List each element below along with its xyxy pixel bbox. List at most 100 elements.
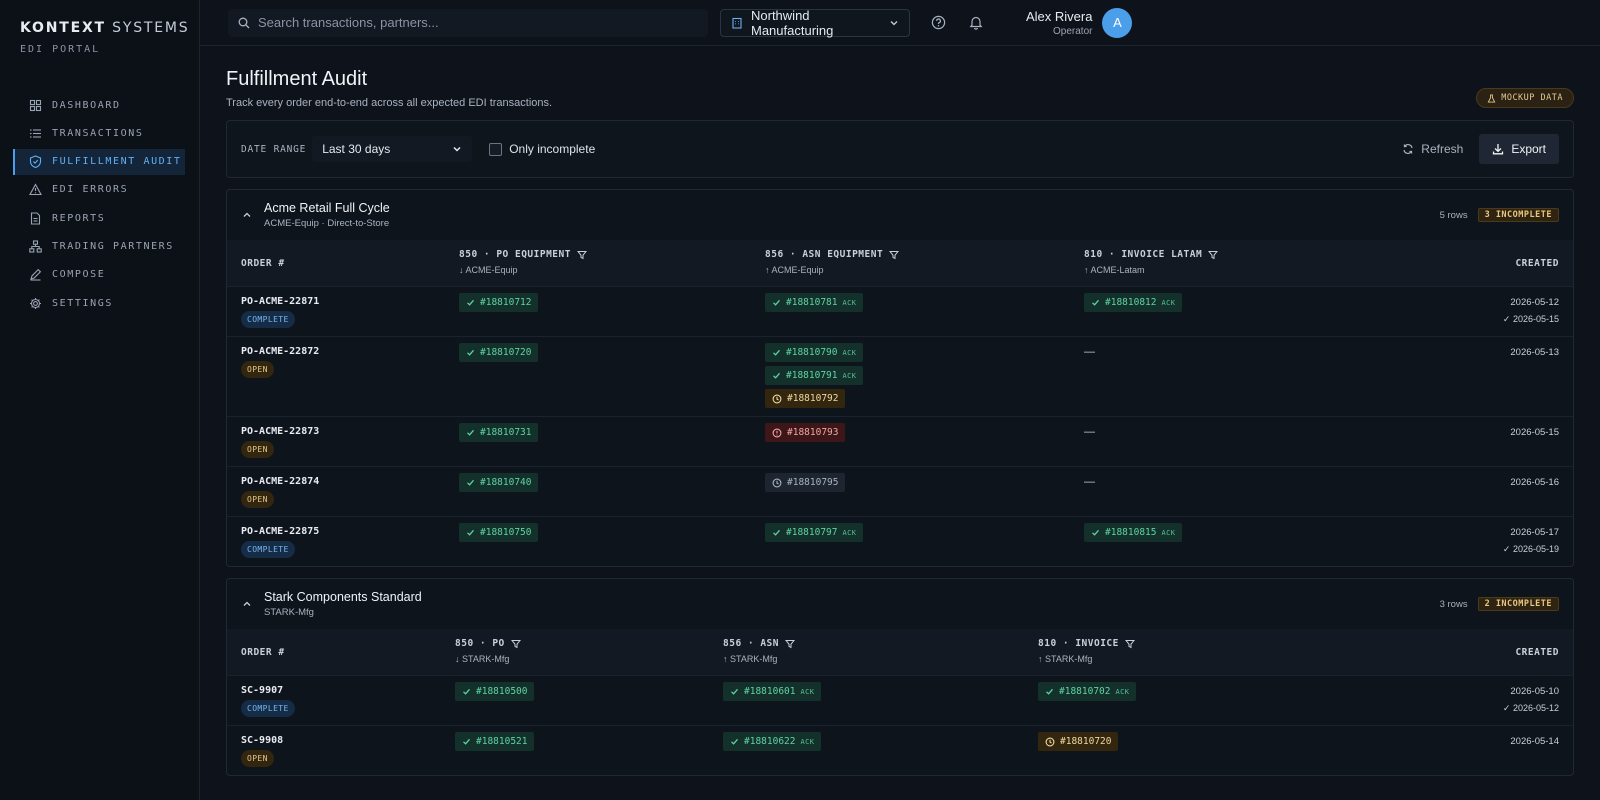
check-icon — [467, 299, 474, 306]
transaction-chip[interactable]: #18810793 — [765, 423, 846, 442]
sidebar-item-settings[interactable]: SETTINGS — [13, 290, 185, 316]
transaction-chip[interactable]: #18810712 — [459, 293, 539, 312]
order-number[interactable]: PO-ACME-22874 — [241, 476, 320, 487]
order-number[interactable]: PO-ACME-22872 — [241, 346, 320, 357]
created-column-header: CREATED — [1515, 647, 1559, 658]
table-row[interactable]: PO-ACME-22871 COMPLETE #18810712 #18810781 A… — [227, 286, 1573, 336]
transaction-chip[interactable]: #18810791 ACK — [765, 366, 864, 385]
filter-icon[interactable] — [1124, 639, 1135, 649]
shield-check-icon — [29, 155, 42, 169]
check-icon — [773, 299, 780, 306]
group-header[interactable]: Stark Components Standard STARK-Mfg 3 rows… — [227, 579, 1573, 629]
ack-label: ACK — [842, 371, 857, 380]
refresh-button[interactable]: Refresh — [1402, 142, 1463, 156]
transaction-chip[interactable]: #18810815 ACK — [1084, 523, 1183, 542]
sidebar-item-fulfillment-audit[interactable]: FULFILLMENT AUDIT — [13, 148, 185, 175]
sidebar-item-transactions[interactable]: TRANSACTIONS — [13, 120, 185, 146]
audit-groups: Acme Retail Full Cycle ACME-Equip · Direc… — [226, 189, 1574, 776]
sidebar-item-compose[interactable]: COMPOSE — [13, 262, 185, 288]
filter-icon[interactable] — [1208, 250, 1219, 260]
transaction-chip[interactable]: #18810781 ACK — [765, 293, 864, 312]
check-icon — [731, 688, 738, 695]
date-range-select[interactable]: Last 30 days — [312, 136, 473, 162]
transaction-id: #18810521 — [476, 736, 528, 747]
transaction-chip[interactable]: #18810500 — [455, 682, 535, 701]
column-title: 856 · ASN — [723, 638, 779, 649]
sidebar-item-label: FULFILLMENT AUDIT — [52, 156, 182, 168]
transaction-column-header: 810 · INVOICE ↑ STARK-Mfg — [1038, 638, 1135, 664]
only-incomplete-checkbox[interactable] — [489, 142, 503, 156]
completed-date: ✓ 2026-05-15 — [1502, 314, 1559, 324]
transaction-chip[interactable]: #18810797 ACK — [765, 523, 864, 542]
order-number[interactable]: PO-ACME-22871 — [241, 296, 320, 307]
table-row[interactable]: SC-9907 COMPLETE #18810500 #18810601 ACK #188… — [227, 675, 1573, 725]
filter-icon[interactable] — [889, 250, 900, 260]
filter-icon[interactable] — [510, 639, 521, 649]
column-partner: ↑ STARK-Mfg — [1038, 654, 1093, 664]
chevron-up-icon[interactable] — [241, 209, 253, 221]
file-icon — [29, 212, 42, 225]
transaction-column-header: 850 · PO EQUIPMENT ↓ ACME-Equip — [459, 249, 587, 275]
chevron-up-icon[interactable] — [241, 598, 253, 610]
filter-icon[interactable] — [576, 250, 587, 260]
transaction-chip[interactable]: #18810720 — [1038, 732, 1119, 751]
order-number[interactable]: SC-9907 — [241, 685, 284, 696]
transaction-id: #18810795 — [787, 477, 839, 488]
export-button[interactable]: Export — [1479, 134, 1559, 164]
row-count: 5 rows — [1439, 209, 1468, 221]
transaction-chip[interactable]: #18810601 ACK — [723, 682, 822, 701]
transaction-chip[interactable]: #18810720 — [459, 343, 539, 362]
sidebar-item-dashboard[interactable]: DASHBOARD — [13, 92, 185, 118]
order-cell: SC-9908 OPEN — [241, 735, 283, 767]
table-row[interactable]: PO-ACME-22872 OPEN #18810720 #18810790 ACK #1… — [227, 336, 1573, 416]
transaction-chip[interactable]: #18810750 — [459, 523, 539, 542]
order-number[interactable]: PO-ACME-22875 — [241, 526, 320, 537]
check-icon — [773, 529, 780, 536]
transaction-chip[interactable]: #18810790 ACK — [765, 343, 864, 362]
transaction-chip[interactable]: #18810521 — [455, 732, 535, 751]
transaction-chip[interactable]: #18810731 — [459, 423, 539, 442]
check-icon — [1092, 299, 1099, 306]
transaction-chip[interactable]: #18810792 — [765, 389, 846, 408]
avatar[interactable]: A — [1102, 7, 1133, 38]
transaction-chip[interactable]: #18810795 — [765, 473, 846, 492]
table-row[interactable]: SC-9908 OPEN #18810521 #18810622 ACK #1881072… — [227, 725, 1573, 775]
created-date: 2026-05-10 — [1510, 686, 1559, 697]
bell-icon — [969, 16, 983, 30]
filter-icon[interactable] — [784, 639, 795, 649]
empty-dash: — — [1084, 476, 1095, 488]
brand-logo[interactable]: KONTEXT SYSTEMS — [20, 20, 188, 36]
transaction-chip[interactable]: #18810740 — [459, 473, 539, 492]
group-header[interactable]: Acme Retail Full Cycle ACME-Equip · Direc… — [227, 190, 1573, 240]
table-row[interactable]: PO-ACME-22873 OPEN #18810731 #18810793 — 2026… — [227, 416, 1573, 466]
transaction-chip[interactable]: #18810702 ACK — [1038, 682, 1137, 701]
notifications-button[interactable] — [966, 13, 986, 33]
order-number[interactable]: SC-9908 — [241, 735, 284, 746]
sidebar-item-trading-partners[interactable]: TRADING PARTNERS — [13, 233, 185, 259]
status-badge: OPEN — [241, 750, 274, 767]
sidebar-item-label: REPORTS — [52, 212, 106, 224]
ack-label: ACK — [800, 737, 815, 746]
transaction-chip[interactable]: #18810622 ACK — [723, 732, 822, 751]
search-box[interactable] — [228, 8, 708, 37]
sidebar-item-label: TRANSACTIONS — [52, 127, 144, 139]
order-number[interactable]: PO-ACME-22873 — [241, 426, 320, 437]
transaction-column-header: 810 · INVOICE LATAM ↑ ACME-Latam — [1084, 249, 1219, 275]
empty-dash: — — [1084, 426, 1095, 438]
order-cell: PO-ACME-22874 OPEN — [241, 476, 319, 508]
only-incomplete-toggle[interactable]: Only incomplete — [482, 142, 595, 156]
sidebar-item-reports[interactable]: REPORTS — [13, 205, 185, 231]
sidebar-item-label: EDI ERRORS — [52, 184, 129, 196]
transaction-id: #18810622 — [744, 736, 796, 747]
search-input[interactable] — [258, 15, 678, 30]
table-row[interactable]: PO-ACME-22874 OPEN #18810740 #18810795 — 2026… — [227, 466, 1573, 516]
transaction-column-header: 850 · PO ↓ STARK-Mfg — [455, 638, 521, 664]
transaction-column-header: 856 · ASN EQUIPMENT ↑ ACME-Equip — [765, 249, 900, 275]
transaction-cell: #18810702 ACK — [1038, 682, 1137, 705]
sidebar-item-edi-errors[interactable]: EDI ERRORS — [13, 177, 185, 203]
organization-select[interactable]: Northwind Manufacturing — [720, 8, 910, 38]
table-row[interactable]: PO-ACME-22875 COMPLETE #18810750 #18810797 A… — [227, 516, 1573, 566]
brand: KONTEXT SYSTEMS EDI PORTAL — [13, 20, 188, 55]
help-button[interactable] — [928, 13, 948, 33]
transaction-chip[interactable]: #18810812 ACK — [1084, 293, 1183, 312]
